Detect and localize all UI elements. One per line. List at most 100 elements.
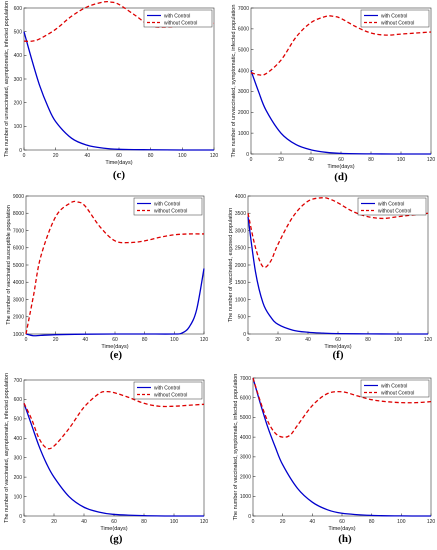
panel-label: (h) (338, 533, 352, 545)
legend-box (133, 197, 203, 216)
y-tick-label: 0 (248, 514, 251, 520)
x-tick-label: 40 (83, 337, 89, 343)
x-tick-label: 40 (310, 519, 316, 525)
y-tick-label: 7000 (238, 6, 249, 12)
y-tick-label: 2000 (238, 110, 249, 116)
legend-entry: with Control (154, 201, 180, 207)
panel-label: (d) (334, 171, 348, 183)
y-axis-label: The number of vaccinated, asymptomatic, … (4, 373, 10, 523)
x-tick-label: 120 (210, 153, 219, 159)
y-tick-label: 300 (14, 456, 23, 462)
y-tick-label: 9000 (13, 194, 24, 200)
legend-entry: without Control (378, 208, 411, 214)
plot-frame (23, 379, 205, 517)
panel-label: (e) (110, 349, 123, 361)
x-tick-label: 0 (247, 337, 250, 343)
x-tick-label: 80 (148, 153, 154, 159)
x-tick-label: 100 (170, 337, 179, 343)
y-tick-label: 1000 (235, 297, 246, 303)
x-tick-label: 60 (112, 337, 118, 343)
series-line-without-control (250, 15, 432, 76)
x-tick-label: 100 (178, 153, 187, 159)
chart-panel: 0 20 40 60 80 100 120 0 1000 2000 3000 4000 5000 6000… (231, 5, 435, 183)
x-axis-label: Time(days) (105, 160, 132, 166)
series-line-with-control (252, 377, 432, 517)
y-tick-label: 5000 (13, 263, 24, 269)
x-tick-label: 100 (170, 519, 179, 525)
y-tick-label: 3000 (235, 228, 246, 234)
legend-entry: with Control (381, 13, 407, 19)
x-tick-label: 20 (51, 519, 57, 525)
x-tick-label: 0 (23, 519, 26, 525)
x-tick-label: 80 (365, 337, 371, 343)
y-tick-label: 600 (14, 397, 23, 403)
x-tick-label: 100 (397, 157, 406, 163)
y-tick-label: 0 (19, 514, 22, 520)
y-tick-label: 2000 (240, 474, 251, 480)
legend-entry: with Control (154, 385, 180, 391)
x-tick-label: 120 (200, 519, 209, 525)
y-axis-label: The number of vaccinated, symptomatic, i… (233, 374, 239, 521)
y-tick-label: 3500 (235, 211, 246, 217)
y-tick-label: 0 (243, 332, 246, 338)
plot-frame (23, 7, 215, 151)
x-tick-label: 60 (116, 153, 122, 159)
y-tick-label: 6000 (238, 27, 249, 33)
x-tick-label: 80 (368, 157, 374, 163)
series-line-without-control (23, 390, 205, 450)
y-tick-label: 4000 (240, 435, 251, 441)
plot-frame (25, 195, 205, 335)
y-tick-label: 3000 (238, 89, 249, 95)
y-tick-label: 6000 (13, 246, 24, 252)
y-tick-label: 2000 (13, 315, 24, 321)
x-axis-label: Time(days) (101, 344, 128, 350)
x-tick-label: 120 (427, 157, 436, 163)
legend-box (360, 9, 430, 28)
y-tick-label: 500 (14, 29, 23, 35)
y-tick-label: 1500 (235, 280, 246, 286)
panel-label: (g) (110, 533, 123, 545)
y-tick-label: 5000 (238, 48, 249, 54)
x-tick-label: 80 (142, 337, 148, 343)
x-tick-label: 40 (81, 519, 87, 525)
x-tick-label: 120 (427, 519, 436, 525)
series-line-with-control (250, 70, 432, 155)
x-tick-label: 120 (200, 337, 209, 343)
y-tick-label: 600 (14, 6, 23, 12)
legend-entry: without Control (381, 390, 414, 396)
x-tick-label: 20 (53, 153, 59, 159)
x-tick-label: 60 (111, 519, 117, 525)
y-tick-label: 2500 (235, 246, 246, 252)
y-axis-label: The number of unvaccinated, asymptomatic… (4, 1, 10, 157)
legend-entry: without Control (164, 20, 197, 26)
x-tick-label: 100 (397, 519, 406, 525)
chart-panel: 0 20 40 60 80 100 120 1000 2000 3000 4000 5000 6000 7… (6, 194, 208, 361)
y-axis-label: The number of unvaccinated, symptomatic,… (231, 5, 237, 158)
y-tick-label: 400 (14, 436, 23, 442)
series-line-with-control (23, 403, 205, 517)
x-tick-label: 20 (53, 337, 59, 343)
legend-box (143, 9, 213, 28)
legend-box (133, 381, 203, 400)
x-tick-label: 40 (308, 157, 314, 163)
y-tick-label: 8000 (13, 211, 24, 217)
y-tick-label: 3000 (240, 455, 251, 461)
legend-entry: with Control (378, 201, 404, 207)
legend-box (360, 379, 430, 398)
y-tick-label: 4000 (13, 280, 24, 286)
y-tick-label: 300 (14, 77, 23, 83)
y-tick-label: 3000 (13, 297, 24, 303)
y-tick-label: 100 (14, 124, 23, 130)
x-tick-label: 40 (305, 337, 311, 343)
x-tick-label: 0 (250, 157, 253, 163)
y-tick-label: 5000 (240, 415, 251, 421)
x-tick-label: 20 (278, 157, 284, 163)
x-tick-label: 60 (338, 157, 344, 163)
x-tick-label: 100 (394, 337, 403, 343)
plot-frame (250, 7, 432, 155)
y-tick-label: 2000 (235, 263, 246, 269)
series-line-with-control (25, 268, 205, 337)
